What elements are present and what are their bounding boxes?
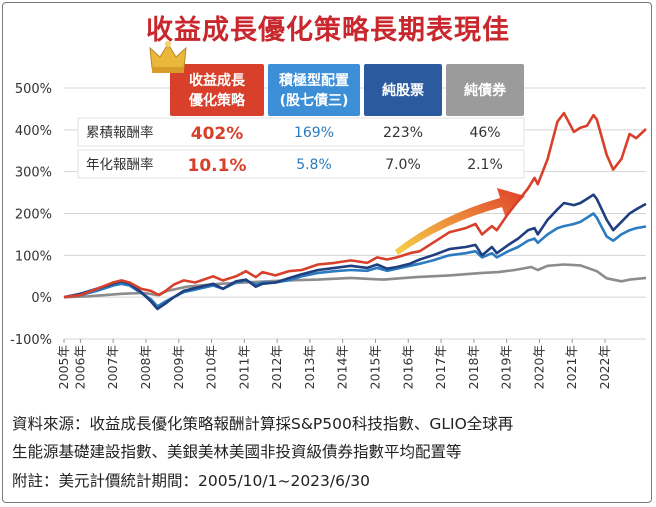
x-tick-label: 2014年 bbox=[335, 345, 350, 389]
table-cell-value: 7.0% bbox=[385, 157, 421, 173]
y-tick-label: 100% bbox=[15, 249, 52, 264]
table-header-label: 純股票 bbox=[382, 82, 424, 99]
table-header-label: 優化策略 bbox=[188, 92, 246, 109]
x-tick-label: 2010年 bbox=[204, 345, 219, 389]
x-tick-label: 2008年 bbox=[138, 345, 153, 389]
footnote: 附註：美元計價統計期間：2005/10/1~2023/6/30 bbox=[12, 472, 370, 490]
table-header-cell bbox=[446, 64, 524, 116]
table-header-label: 積極型配置 bbox=[278, 72, 349, 89]
series-line-3 bbox=[63, 193, 647, 311]
table-cell-value: 223% bbox=[383, 125, 423, 141]
y-tick-label: 500% bbox=[15, 82, 52, 97]
x-tick-label: 2013年 bbox=[302, 345, 317, 389]
crown-icon bbox=[149, 41, 187, 73]
table-row-label: 累積報酬率 bbox=[86, 124, 154, 141]
trend-arrow bbox=[395, 188, 525, 255]
x-tick-label: 2016年 bbox=[400, 345, 415, 389]
x-tick-label: 2007年 bbox=[105, 345, 120, 389]
x-tick-label: 2017年 bbox=[433, 345, 448, 389]
table-cell-value: 46% bbox=[469, 125, 500, 141]
table-header-cell bbox=[364, 64, 442, 116]
x-tick-label: 2015年 bbox=[367, 345, 382, 389]
series-line-1 bbox=[63, 111, 647, 299]
x-tick-label: 2011年 bbox=[236, 345, 251, 389]
x-tick-label: 2022年 bbox=[597, 345, 612, 389]
x-tick-label: 2012年 bbox=[269, 345, 284, 389]
table-cell-value: 2.1% bbox=[467, 157, 503, 173]
table-header-label: (股七債三) bbox=[280, 92, 349, 109]
y-tick-label: 400% bbox=[15, 124, 52, 139]
table-row bbox=[77, 117, 525, 147]
y-tick-label: 300% bbox=[15, 166, 52, 181]
x-tick-label: 2005年 bbox=[56, 345, 71, 389]
y-tick-label: 0% bbox=[31, 291, 52, 306]
table-header-label: 純債券 bbox=[464, 82, 507, 99]
source-note-line-1: 資料來源：收益成長優化策略報酬計算採S&P500科技指數、GLIO全球再 bbox=[12, 415, 514, 433]
x-tick-label: 2019年 bbox=[499, 345, 514, 389]
y-tick-label: -100% bbox=[10, 333, 52, 348]
table-cell-value: 5.8% bbox=[296, 157, 332, 173]
source-note-line-2: 生能源基礎建設指數、美銀美林美國非投資級債券指數平均配置等 bbox=[12, 443, 462, 461]
table-header-cell bbox=[170, 64, 264, 116]
table-cell-value: 169% bbox=[294, 125, 334, 141]
table-cell-value: 10.1% bbox=[188, 156, 247, 176]
table-row-label: 年化報酬率 bbox=[86, 156, 154, 173]
table-header-label: 收益成長 bbox=[189, 72, 246, 89]
chart-title: 收益成長優化策略長期表現佳 bbox=[146, 15, 510, 46]
y-tick-label: 200% bbox=[15, 208, 52, 223]
x-tick-label: 2021年 bbox=[564, 345, 579, 389]
figure-frame bbox=[2, 2, 652, 503]
x-tick-label: 2020年 bbox=[531, 345, 546, 389]
x-tick-label: 2009年 bbox=[171, 345, 186, 389]
x-tick-label: 2006年 bbox=[72, 345, 87, 389]
table-cell-value: 402% bbox=[191, 124, 244, 144]
x-tick-label: 2018年 bbox=[466, 345, 481, 389]
table-header-cell bbox=[268, 64, 360, 116]
table-row bbox=[77, 149, 525, 179]
